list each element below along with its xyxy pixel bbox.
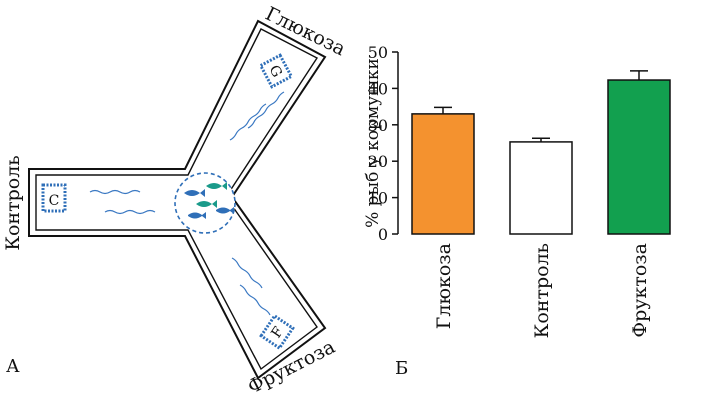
fish-icon bbox=[216, 207, 234, 214]
x-category-label: Глюкоза bbox=[433, 243, 455, 329]
water-ripple bbox=[239, 284, 271, 316]
y-tick-label: 40 bbox=[368, 79, 388, 98]
y-tick-label: 30 bbox=[368, 116, 388, 135]
fish-icon bbox=[206, 182, 227, 190]
fish-icon bbox=[188, 212, 206, 219]
water-ripple bbox=[89, 189, 141, 195]
fish-group bbox=[184, 182, 234, 219]
water-ripple bbox=[231, 257, 263, 289]
y-maze-diagram: C G F Глюкоза Контроль Фруктоза А bbox=[2, 3, 349, 399]
panel-label-a: А bbox=[6, 356, 20, 377]
feeder-letter-control: C bbox=[49, 193, 60, 209]
water-ripple bbox=[247, 91, 285, 129]
bar bbox=[411, 113, 475, 235]
y-tick-label: 50 bbox=[368, 43, 388, 62]
panel-label-b: Б bbox=[395, 358, 408, 379]
feeder-control: C bbox=[41, 183, 67, 213]
maze-outer-wall bbox=[28, 19, 327, 380]
bar bbox=[607, 79, 671, 235]
arm-label-control: Контроль bbox=[2, 155, 24, 250]
x-category-label: Фруктоза bbox=[629, 243, 651, 338]
y-axis-label: % рыб у кормушки bbox=[363, 58, 383, 228]
fish-icon bbox=[196, 200, 217, 208]
y-tick-label: 10 bbox=[368, 189, 388, 208]
water-ripple bbox=[104, 209, 156, 215]
feeder-fructose: F bbox=[259, 313, 295, 351]
x-category-label: Контроль bbox=[531, 243, 553, 338]
y-tick-label: 20 bbox=[368, 152, 388, 171]
bar-chart: 0 10 20 30 40 50 % рыб у кормушки Глюкоза Конт… bbox=[363, 43, 671, 338]
y-tick-label: 0 bbox=[378, 225, 388, 244]
water-ripple bbox=[229, 103, 267, 141]
bar bbox=[509, 141, 573, 235]
fish-icon bbox=[184, 189, 205, 197]
